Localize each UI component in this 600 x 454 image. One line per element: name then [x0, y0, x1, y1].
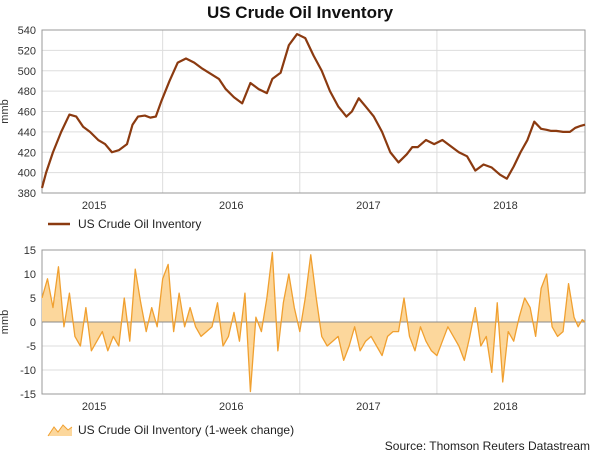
y-tick-label: -10 [20, 365, 36, 377]
x-tick-label: 2018 [493, 200, 517, 212]
x-tick-label: 2017 [356, 200, 380, 212]
y-tick-label: 440 [18, 127, 36, 139]
y-tick-label: 380 [18, 188, 36, 200]
inventory-level-panel: 380 400 420 440 460 480 500 520 540 2015 2016 2017 2… [0, 25, 586, 212]
x-tick-label: 2017 [356, 401, 380, 413]
legend-label-change: US Crude Oil Inventory (1-week change) [78, 423, 294, 437]
plot-frame [41, 29, 586, 194]
series-line-change [41, 251, 586, 393]
legend-label-inventory: US Crude Oil Inventory [78, 217, 201, 231]
y-tick-label: 420 [18, 147, 36, 159]
series-line-inventory [40, 32, 586, 189]
y-tick-label: 500 [18, 66, 36, 78]
legend-inventory: US Crude Oil Inventory [48, 217, 201, 231]
x-tick-label: 2015 [82, 200, 106, 212]
source-note: Source: Thomson Reuters Datastream [385, 439, 590, 453]
x-tick-label: 2015 [82, 401, 106, 413]
chart-title: US Crude Oil Inventory [207, 3, 394, 22]
y-tick-label: 10 [24, 269, 36, 281]
legend-area-outline [47, 424, 73, 437]
y-tick-label: 480 [18, 86, 36, 98]
x-tick-label: 2016 [219, 200, 243, 212]
y-tick-label: 520 [18, 45, 36, 57]
y-tick-label: 15 [24, 245, 36, 257]
y-tick-label: 5 [30, 293, 36, 305]
y-tick-label: -5 [26, 341, 36, 353]
weekly-change-panel: -15 -10 -5 0 5 10 15 2015 2016 2017 2018 mmb [0, 245, 586, 413]
x-tick-label: 2016 [219, 401, 243, 413]
y-axis-label: mmb [0, 99, 11, 123]
y-tick-label: 400 [18, 168, 36, 180]
y-tick-label: 460 [18, 107, 36, 119]
legend-change: US Crude Oil Inventory (1-week change) [47, 423, 294, 437]
y-tick-label: 0 [30, 317, 36, 329]
y-tick-label: 540 [18, 25, 36, 37]
y-tick-label: -15 [20, 389, 36, 401]
x-tick-label: 2018 [493, 401, 517, 413]
y-axis-label: mmb [0, 310, 11, 334]
